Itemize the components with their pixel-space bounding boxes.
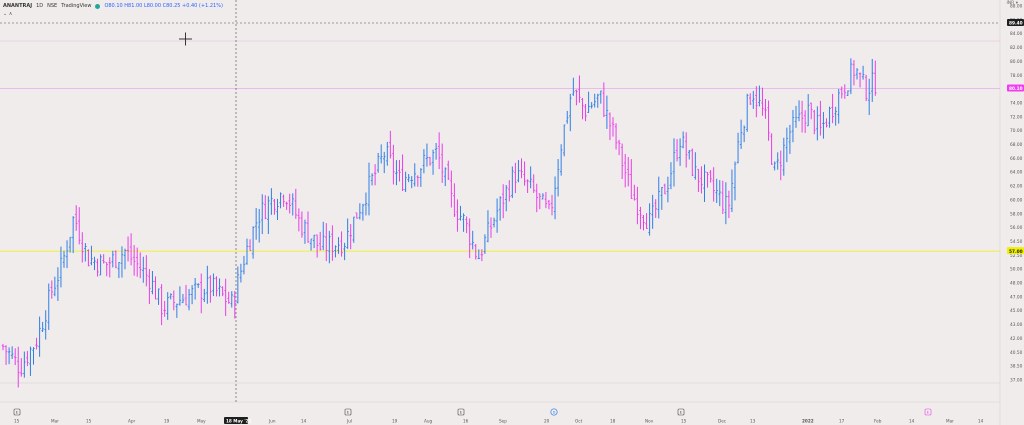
crosshair-price-label-bg xyxy=(1007,19,1024,26)
crosshair-date-label: 18 May '21 xyxy=(226,419,252,424)
time-axis-tick: 20 xyxy=(544,419,550,424)
time-axis-tick: Sep xyxy=(499,419,507,424)
time-axis-tick: 14 xyxy=(301,419,307,424)
price-axis-tick: 82.00 xyxy=(1010,45,1023,51)
time-axis-tick: 19 xyxy=(392,419,398,424)
time-axis-tick: Mar xyxy=(51,419,59,424)
interval-label[interactable]: 1D xyxy=(36,3,44,9)
time-axis-tick: 16 xyxy=(463,419,469,424)
price-axis-tick: 64.00 xyxy=(1010,170,1023,176)
time-axis-tick: Oct xyxy=(575,419,583,424)
price-axis-tick: 78.00 xyxy=(1010,73,1023,79)
price-axis-tick: 68.00 xyxy=(1010,142,1023,148)
current-price-label-bg xyxy=(1007,84,1024,92)
price-axis-tick: 58.00 xyxy=(1010,211,1023,217)
ohlc-readout: O80.10 H81.00 L80.00 C80.25 +0.40 (+1.21… xyxy=(104,3,223,9)
crosshair-price-label: 89.40 xyxy=(1009,21,1023,27)
time-axis-tick: Nov xyxy=(645,419,654,424)
time-axis-tick: 15 xyxy=(86,419,92,424)
price-axis-tick: 54.50 xyxy=(1010,239,1023,245)
current-price-label: 80.10 xyxy=(1009,86,1023,92)
exchange-label: NSE xyxy=(47,3,58,9)
price-axis-tick: 52.50 xyxy=(1010,253,1023,259)
price-axis-tick: 80.00 xyxy=(1010,59,1023,65)
earnings-event-icon[interactable] xyxy=(344,408,352,416)
price-axis-tick: 88.00 xyxy=(1010,4,1023,10)
earnings-event-letter: E xyxy=(460,411,463,415)
earnings-event-letter: E xyxy=(927,411,930,415)
time-axis-tick: 15 xyxy=(681,419,687,424)
time-axis-tick: Jun xyxy=(268,419,276,424)
price-axis-tick: 37.00 xyxy=(1010,378,1023,384)
time-axis-tick: Aug xyxy=(424,419,433,424)
price-axis-tick: 38.50 xyxy=(1010,364,1023,370)
earnings-event-letter: E xyxy=(16,411,19,415)
earnings-event-icon[interactable] xyxy=(924,408,932,416)
price-axis-tick: 84.00 xyxy=(1010,31,1023,37)
time-axis-tick: 13 xyxy=(750,419,756,424)
price-axis-tick: 66.00 xyxy=(1010,156,1023,162)
price-axis-tick: 62.00 xyxy=(1010,184,1023,190)
symbol-label[interactable]: ANANTRAJ xyxy=(3,3,33,9)
price-axis-tick: 40.50 xyxy=(1010,350,1023,356)
price-axis-tick: 74.00 xyxy=(1010,100,1023,106)
reference-price-label-bg xyxy=(1007,247,1024,255)
earnings-event-icon[interactable] xyxy=(13,408,21,416)
chart-header: ANANTRAJ 1D NSE TradingView O80.10 H81.0… xyxy=(3,3,223,9)
source-label: TradingView xyxy=(61,3,92,9)
time-axis-tick: 19 xyxy=(164,419,170,424)
price-axis-tick: 42.00 xyxy=(1010,336,1023,342)
time-axis-tick: 17 xyxy=(839,419,845,424)
price-axis-tick: 48.00 xyxy=(1010,281,1023,287)
price-axis-tick: 72.00 xyxy=(1010,114,1023,120)
time-axis-tick: 15 xyxy=(14,419,20,424)
reference-price-label: 57.00 xyxy=(1009,249,1023,255)
earnings-event-letter: E xyxy=(680,411,683,415)
crosshair-date-label-bg xyxy=(224,417,248,424)
price-axis-tick: 43.00 xyxy=(1010,322,1023,328)
time-axis-tick: Apr xyxy=(128,419,136,424)
collapse-toggle[interactable]: ⌄ ∧ xyxy=(3,11,13,17)
earnings-event-icon[interactable] xyxy=(677,408,685,416)
price-axis-tick: 47.00 xyxy=(1010,294,1023,300)
time-axis-tick: 2022 xyxy=(802,419,814,424)
price-axis-tick: 70.00 xyxy=(1010,128,1023,134)
dividend-event-icon[interactable] xyxy=(550,408,558,416)
price-axis-tick: 45.00 xyxy=(1010,308,1023,314)
dividend-event-letter: D xyxy=(553,411,556,415)
currency-selector[interactable]: INR ▾ xyxy=(1006,1,1018,6)
price-axis-tick: 60.00 xyxy=(1010,197,1023,203)
time-axis-tick: Feb xyxy=(874,419,882,424)
market-status-icon xyxy=(95,3,101,9)
time-axis-tick: 14 xyxy=(909,419,915,424)
time-axis-tick: May xyxy=(197,419,206,424)
time-axis-tick: 18 xyxy=(610,419,616,424)
price-axis-tick: 56.00 xyxy=(1010,225,1023,231)
time-axis-tick: Mar xyxy=(946,419,954,424)
time-axis-tick: Dec xyxy=(718,419,727,424)
price-axis-tick: 50.00 xyxy=(1010,267,1023,273)
time-axis-tick: Jul xyxy=(346,419,352,424)
time-axis-tick: 14 xyxy=(978,419,984,424)
earnings-event-icon[interactable] xyxy=(457,408,465,416)
earnings-event-letter: E xyxy=(347,411,350,415)
